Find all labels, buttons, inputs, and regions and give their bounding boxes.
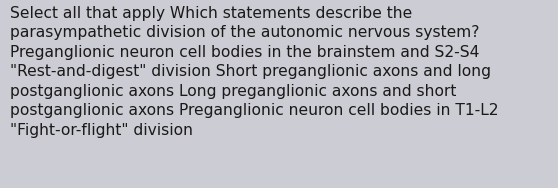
Text: Select all that apply Which statements describe the
parasympathetic division of : Select all that apply Which statements d… xyxy=(10,6,498,138)
